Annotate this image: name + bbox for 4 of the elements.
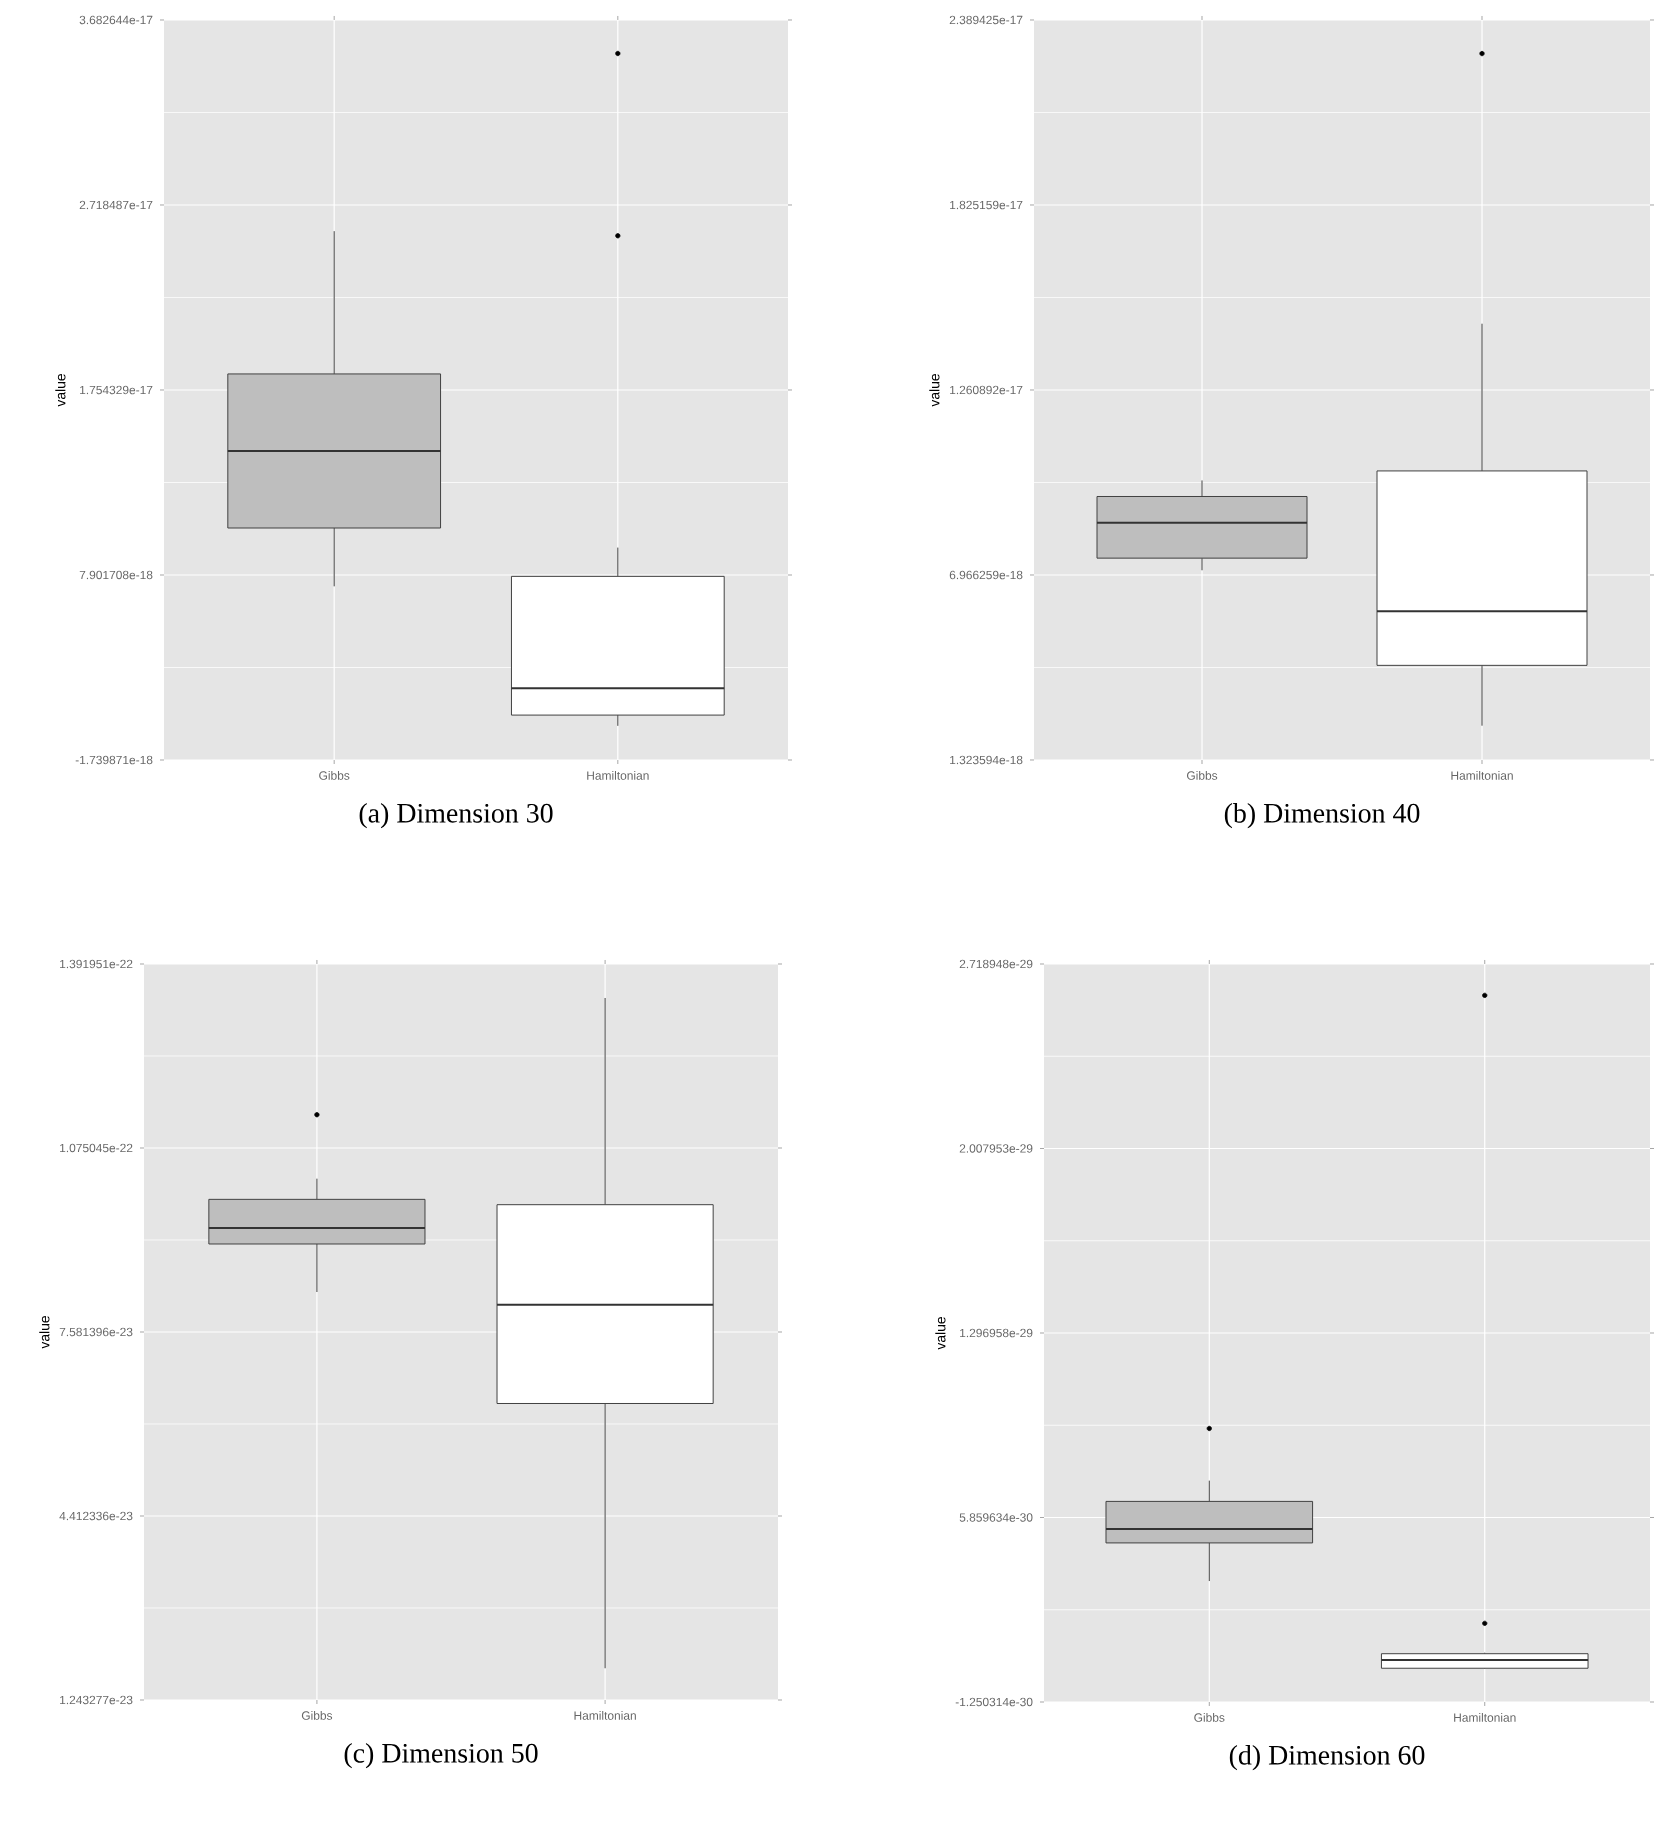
text: (d) Dimension 60: [1229, 1745, 1425, 1771]
text: (b) Dimension 40: [1224, 803, 1420, 829]
text: (a) Dimension 30: [359, 803, 553, 829]
text: (c) Dimension 50: [344, 1743, 538, 1769]
